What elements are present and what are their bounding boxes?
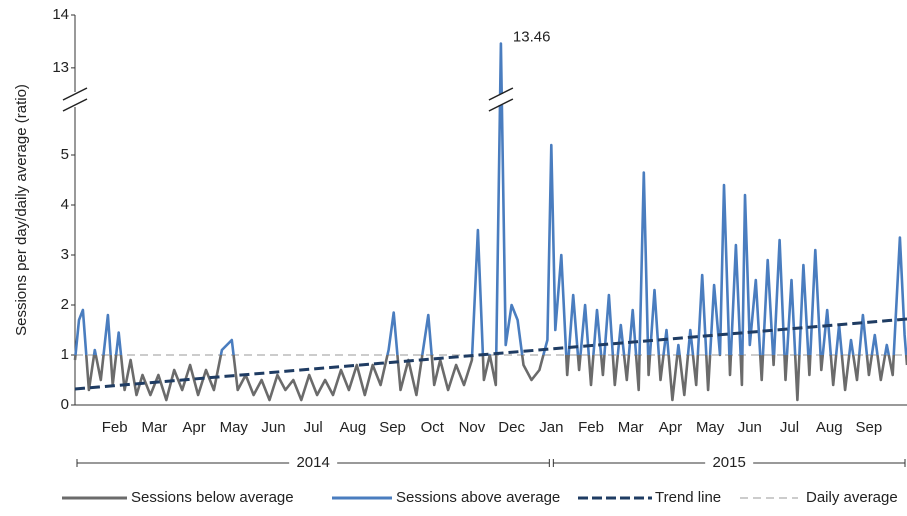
x-tick-label: Sep — [856, 419, 883, 436]
x-tick-label: Oct — [421, 419, 445, 436]
x-tick-label: Apr — [659, 419, 682, 436]
x-tick-label: Sep — [379, 419, 406, 436]
x-tick-label: Nov — [459, 419, 486, 436]
x-tick-label: Aug — [816, 419, 843, 436]
x-tick-label: Mar — [618, 419, 644, 436]
year-label-bg — [705, 453, 754, 473]
axis-break-gap — [72, 92, 78, 107]
x-tick-label: May — [696, 419, 725, 436]
y-tick-label: 4 — [61, 196, 69, 213]
legend-label: Trend line — [655, 489, 721, 506]
x-tick-label: Dec — [498, 419, 525, 436]
x-tick-label: Feb — [578, 419, 604, 436]
x-tick-label: May — [220, 419, 249, 436]
y-tick-label: 0 — [61, 396, 69, 413]
legend-label: Sessions below average — [131, 489, 294, 506]
axis-break-mark — [488, 98, 514, 112]
y-tick-label: 3 — [61, 246, 69, 263]
axis-break-mark — [488, 87, 514, 101]
year-label-bg — [289, 453, 338, 473]
x-tick-label: Mar — [141, 419, 167, 436]
legend-label: Sessions above average — [396, 489, 560, 506]
x-tick-label: Jul — [780, 419, 799, 436]
x-tick-label: Jul — [304, 419, 323, 436]
x-tick-label: Jan — [539, 419, 563, 436]
y-tick-label: 5 — [61, 146, 69, 163]
y-tick-label: 14 — [52, 6, 69, 23]
x-tick-label: Feb — [102, 419, 128, 436]
x-tick-label: Aug — [340, 419, 367, 436]
x-tick-label: Jun — [738, 419, 762, 436]
y-tick-label: 2 — [61, 296, 69, 313]
spike-break-gap — [486, 94, 515, 105]
year-label: 2015 — [712, 454, 745, 471]
trend-line — [74, 317, 907, 391]
y-tick-label: 1 — [61, 346, 69, 363]
axis-break-mark — [62, 87, 88, 101]
axis-break-mark — [62, 98, 88, 112]
y-axis-label: Sessions per day/daily average (ratio) — [13, 84, 30, 336]
x-tick-label: Jun — [261, 419, 285, 436]
legend-label: Daily average — [806, 489, 898, 506]
sessions-above-line — [74, 42, 907, 355]
annotation: 13.46 — [513, 29, 551, 46]
y-tick-label: 13 — [52, 59, 69, 76]
year-label: 2014 — [296, 454, 329, 471]
sessions-below-line — [73, 355, 907, 402]
x-tick-label: Apr — [182, 419, 205, 436]
